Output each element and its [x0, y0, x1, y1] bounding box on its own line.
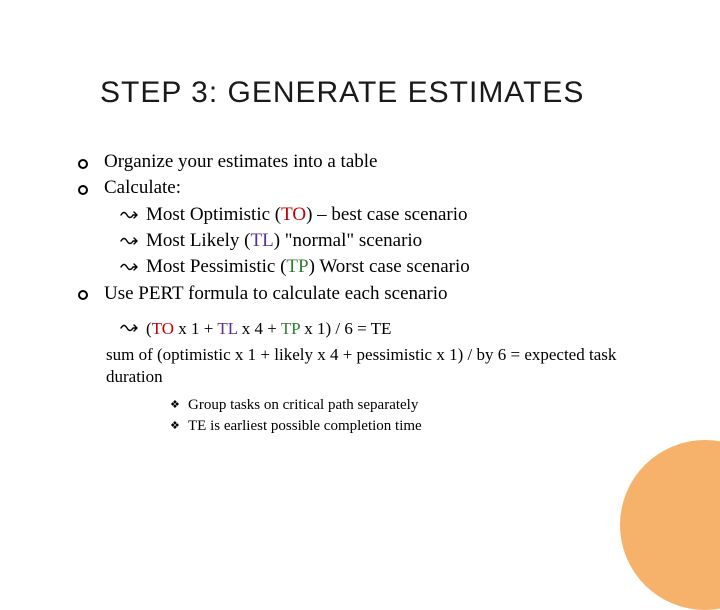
accent-circle [620, 440, 720, 610]
bullet-text: Organize your estimates into a table [104, 150, 638, 174]
sub-optimistic: Most Optimistic (TO) – best case scenari… [120, 203, 638, 227]
text-pre: Most Optimistic ( [146, 204, 281, 225]
formula-explanation: sum of (optimistic x 1 + likely x 4 + pe… [106, 344, 638, 388]
note-te: ❖ TE is earliest possible completion tim… [170, 417, 638, 436]
note-text: TE is earliest possible completion time [188, 417, 638, 436]
note-group-tasks: ❖ Group tasks on critical path separatel… [170, 396, 638, 415]
slide-body: Organize your estimates into a table Cal… [78, 150, 638, 436]
seg: x 4 + [237, 319, 280, 338]
formula-line: (TO x 1 + TL x 4 + TP x 1) / 6 = TE [120, 318, 638, 340]
bullet-text: Most Pessimistic (TP) Worst case scenari… [146, 255, 638, 279]
formula-text: (TO x 1 + TL x 4 + TP x 1) / 6 = TE [146, 318, 638, 340]
seg: x 1 + [174, 319, 217, 338]
donut-icon [78, 176, 104, 200]
wave-icon [120, 318, 146, 340]
donut-icon [78, 150, 104, 174]
bullet-calculate: Calculate: [78, 176, 638, 200]
bullet-text: Calculate: [104, 176, 638, 200]
bullet-text: Most Likely (TL) "normal" scenario [146, 229, 638, 253]
bullet-text: Use PERT formula to calculate each scena… [104, 282, 638, 306]
text-post: ) Worst case scenario [309, 256, 470, 277]
code-tl: TL [217, 319, 237, 338]
sub-pessimistic: Most Pessimistic (TP) Worst case scenari… [120, 255, 638, 279]
code-to: TO [152, 319, 174, 338]
sub-likely: Most Likely (TL) "normal" scenario [120, 229, 638, 253]
bullet-text: Most Optimistic (TO) – best case scenari… [146, 203, 638, 227]
wave-icon [120, 229, 146, 253]
bullet-pert: Use PERT formula to calculate each scena… [78, 282, 638, 306]
text-post: ) "normal" scenario [274, 230, 422, 251]
diamond-icon: ❖ [170, 396, 188, 414]
text-pre: Most Likely ( [146, 230, 251, 251]
code-tl: TL [251, 230, 274, 251]
seg: x 1) / 6 = TE [300, 319, 391, 338]
text-post: ) – best case scenario [306, 204, 467, 225]
text-pre: Most Pessimistic ( [146, 256, 286, 277]
code-tp: TP [281, 319, 300, 338]
donut-icon [78, 282, 104, 306]
code-tp: TP [286, 256, 308, 277]
bullet-organize: Organize your estimates into a table [78, 150, 638, 174]
note-text: Group tasks on critical path separately [188, 396, 638, 415]
diamond-icon: ❖ [170, 417, 188, 435]
code-to: TO [281, 204, 306, 225]
wave-icon [120, 255, 146, 279]
wave-icon [120, 203, 146, 227]
slide-title: STEP 3: GENERATE ESTIMATES [100, 76, 584, 110]
